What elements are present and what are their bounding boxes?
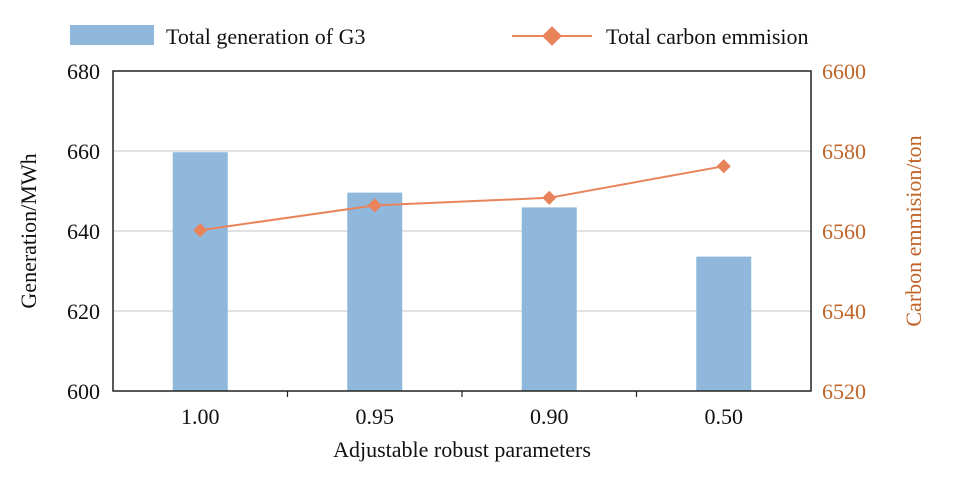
bar bbox=[347, 192, 403, 391]
legend-marker-carbon bbox=[542, 26, 562, 46]
y-axis-left-title: Generation/MWh bbox=[16, 153, 41, 308]
y-tick-left: 620 bbox=[67, 299, 100, 324]
x-axis-ticks: 1.00 0.95 0.90 0.50 bbox=[181, 391, 743, 429]
y-tick-left: 600 bbox=[67, 379, 100, 404]
x-tick-label: 1.00 bbox=[181, 404, 220, 429]
carbon-point bbox=[193, 223, 208, 238]
bar bbox=[521, 207, 577, 391]
carbon-line bbox=[200, 165, 724, 232]
y-tick-left: 680 bbox=[67, 59, 100, 84]
x-tick-label: 0.95 bbox=[356, 404, 395, 429]
carbon-point bbox=[367, 198, 382, 213]
bar bbox=[172, 152, 228, 391]
x-axis-title: Adjustable robust parameters bbox=[333, 437, 591, 462]
legend-swatch-generation bbox=[70, 25, 154, 45]
carbon-point bbox=[716, 159, 731, 174]
y-axis-right-ticks: 6520 6540 6560 6580 6600 bbox=[822, 59, 866, 404]
y-tick-right: 6520 bbox=[822, 379, 866, 404]
x-tick-label: 0.50 bbox=[705, 404, 744, 429]
y-tick-right: 6580 bbox=[822, 139, 866, 164]
legend-label-carbon: Total carbon emmision bbox=[606, 24, 809, 49]
y-tick-right: 6600 bbox=[822, 59, 866, 84]
y-axis-right-title: Carbon emmision/ton bbox=[901, 135, 926, 326]
line-series bbox=[193, 159, 731, 238]
gridlines bbox=[113, 150, 811, 312]
legend: Total generation of G3 Total carbon emmi… bbox=[70, 24, 809, 49]
y-tick-left: 640 bbox=[67, 219, 100, 244]
x-tick-label: 0.90 bbox=[530, 404, 569, 429]
legend-label-generation: Total generation of G3 bbox=[166, 24, 365, 49]
y-tick-right: 6560 bbox=[822, 219, 866, 244]
y-tick-right: 6540 bbox=[822, 299, 866, 324]
bar bbox=[696, 256, 752, 391]
carbon-point bbox=[542, 190, 557, 205]
y-axis-left-ticks: 600 620 640 660 680 bbox=[67, 59, 100, 404]
bar-series bbox=[172, 152, 752, 391]
y-tick-left: 660 bbox=[67, 139, 100, 164]
